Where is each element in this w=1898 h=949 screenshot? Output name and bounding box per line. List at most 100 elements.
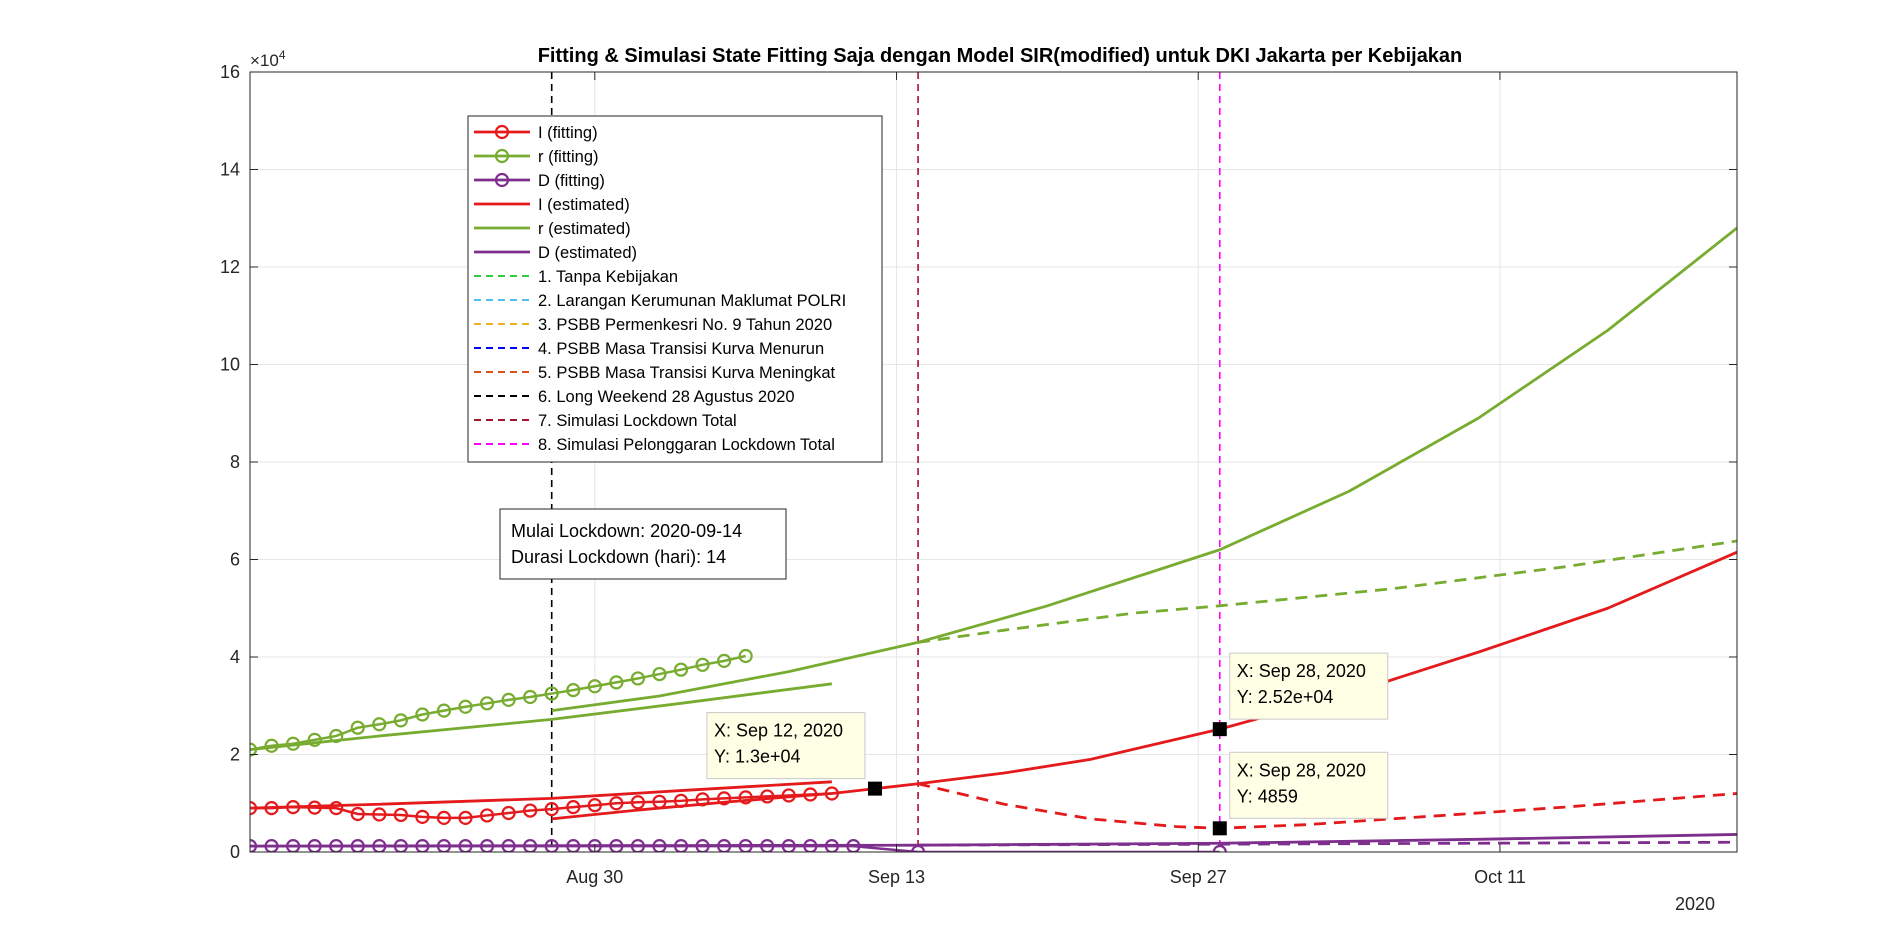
y-axis-multiplier-exponent: 4 xyxy=(279,48,286,62)
legend-label: r (estimated) xyxy=(538,220,631,238)
fitting-marker xyxy=(393,807,408,823)
fitting-marker xyxy=(415,707,430,722)
legend-label: 2. Larangan Kerumunan Maklumat POLRI xyxy=(538,292,846,310)
legend-marker xyxy=(494,172,510,188)
x-tick-label: Sep 13 xyxy=(868,867,925,887)
fitting-marker xyxy=(250,742,258,757)
fitting-marker xyxy=(458,699,473,714)
fitting-line xyxy=(250,792,832,820)
datatip-box xyxy=(1229,652,1389,720)
fitting-marker xyxy=(264,738,279,753)
fitting-marker xyxy=(307,839,322,852)
fitting-marker xyxy=(738,839,753,852)
fitting-marker xyxy=(695,792,710,807)
fitting-marker xyxy=(587,679,602,694)
fitting-marker xyxy=(803,839,818,852)
x-tick-label: Sep 27 xyxy=(1170,867,1227,887)
fitting-marker xyxy=(760,789,775,804)
fitting-marker xyxy=(566,800,581,815)
estimated-line xyxy=(250,682,833,752)
series-lines xyxy=(250,226,1737,852)
datatip-x: X: Sep 28, 2020 xyxy=(1237,760,1366,780)
fitting-marker xyxy=(695,839,710,852)
y-tick-label: 12 xyxy=(220,257,240,277)
fitting-marker xyxy=(652,839,667,852)
annotation-line-1: Mulai Lockdown: 2020-09-14 xyxy=(511,521,742,541)
y-tick-label: 16 xyxy=(220,62,240,82)
y-tick-label: 0 xyxy=(230,842,240,862)
legend-label: D (estimated) xyxy=(538,244,637,262)
fitting-marker xyxy=(458,839,473,852)
legend: I (fitting) r (fitting) D (fitting) I (esti… xyxy=(467,115,883,463)
fitting-marker xyxy=(501,692,516,708)
fitting-marker xyxy=(544,839,559,852)
fitting-marker xyxy=(738,790,753,805)
fitting-marker xyxy=(350,839,365,852)
fitting-marker xyxy=(717,791,732,806)
fitting-marker xyxy=(846,839,861,852)
fitting-marker xyxy=(436,839,452,852)
legend-label: I (estimated) xyxy=(538,196,630,214)
series-markers xyxy=(250,648,1227,852)
fitting-marker xyxy=(695,657,710,672)
datatip-y: Y: 1.3e+04 xyxy=(714,747,801,767)
datatip-marker xyxy=(1212,821,1227,836)
fitting-marker xyxy=(781,788,796,803)
fitting-marker xyxy=(523,689,538,705)
x-tick-label: Aug 30 xyxy=(566,867,623,887)
legend-label: 3. PSBB Permenkesri No. 9 Tahun 2020 xyxy=(538,316,832,334)
fitting-marker xyxy=(523,839,538,852)
fitting-marker xyxy=(824,786,839,801)
fitting-marker xyxy=(630,795,646,810)
legend-label: I (fitting) xyxy=(538,124,598,142)
estimated-line xyxy=(551,550,1737,821)
fitting-marker xyxy=(250,801,258,816)
fitting-marker xyxy=(673,662,689,677)
fitting-marker xyxy=(587,798,602,813)
fitting-marker xyxy=(652,666,667,682)
fitting-marker xyxy=(479,696,495,711)
fitting-marker xyxy=(264,839,279,852)
fitting-marker xyxy=(393,713,408,728)
fitting-marker xyxy=(372,839,387,852)
fitting-marker xyxy=(350,806,365,822)
datatip-box xyxy=(706,712,866,780)
fitting-marker xyxy=(458,810,473,825)
plot-area xyxy=(250,72,1737,852)
fitting-marker xyxy=(652,794,667,809)
fitting-marker xyxy=(393,839,408,852)
legend-label: 1. Tanpa Kebijakan xyxy=(538,268,678,286)
annotation-line-2: Durasi Lockdown (hari): 14 xyxy=(511,547,726,567)
datatip-x: X: Sep 12, 2020 xyxy=(714,721,843,741)
legend-label: 5. PSBB Masa Transisi Kurva Meningkat xyxy=(538,364,836,382)
legend-box xyxy=(467,115,883,463)
fitting-marker xyxy=(436,703,452,718)
simulation-line xyxy=(918,840,1737,847)
fitting-marker xyxy=(286,800,301,815)
simulation-line xyxy=(917,539,1737,644)
fitting-marker xyxy=(630,839,646,852)
fitting-marker xyxy=(566,683,581,698)
fitting-marker xyxy=(286,736,301,751)
fitting-marker xyxy=(781,839,796,852)
y-tick-label: 4 xyxy=(230,647,240,667)
legend-label: r (fitting) xyxy=(538,148,599,166)
fitting-marker xyxy=(479,839,495,852)
y-axis-multiplier-base: ×10 xyxy=(250,51,279,70)
fitting-marker xyxy=(587,839,602,852)
fitting-marker xyxy=(566,839,581,852)
fitting-marker xyxy=(329,728,344,744)
fitting-marker xyxy=(609,796,624,811)
fitting-marker xyxy=(544,801,559,817)
fitting-marker xyxy=(329,801,344,816)
legend-label: 7. Simulasi Lockdown Total xyxy=(538,412,737,430)
fitting-marker xyxy=(329,839,344,852)
datatips: X: Sep 12, 2020 Y: 1.3e+04 X: Sep 28, 2020… xyxy=(706,652,1389,836)
fitting-marker xyxy=(630,671,646,686)
fitting-marker xyxy=(479,808,495,823)
y-tick-label: 10 xyxy=(220,355,240,375)
fitting-marker xyxy=(544,686,559,701)
fitting-marker xyxy=(264,801,279,816)
fitting-marker xyxy=(523,803,538,818)
